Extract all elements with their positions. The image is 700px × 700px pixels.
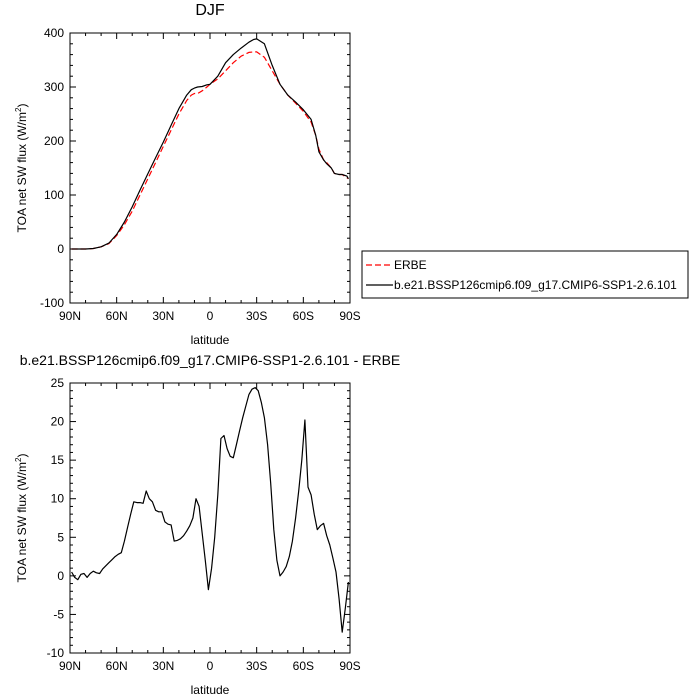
bottom-x-axis-label: latitude: [191, 683, 230, 697]
legend-label-model: b.e21.BSSP126cmip6.f09_g17.CMIP6-SSP1-2.…: [394, 278, 677, 292]
top-y-tick-label: 0: [57, 242, 64, 256]
top-chart-legend: ERBE b.e21.BSSP126cmip6.f09_g17.CMIP6-SS…: [361, 250, 689, 299]
top-series-line-0: [71, 51, 349, 250]
top-chart-title: DJF: [195, 2, 225, 19]
top-y-axis-label-superscript: 2: [14, 107, 23, 112]
bottom-y-tick-label: 10: [51, 492, 65, 506]
top-x-tick-label: 90N: [59, 309, 81, 323]
top-x-tick-label: 30N: [152, 309, 174, 323]
bottom-y-axis-label-superscript: 2: [14, 457, 23, 462]
bottom-y-axis-label: TOA net SW flux (W/m2): [14, 454, 29, 583]
top-y-tick-label: 200: [44, 134, 64, 148]
bottom-x-tick-label: 30S: [246, 659, 267, 673]
bottom-y-tick-label: 5: [57, 530, 64, 544]
bottom-x-tick-label: 30N: [152, 659, 174, 673]
top-y-axis-label: TOA net SW flux (W/m2): [14, 104, 29, 233]
top-x-axis: 90N 60N 30N 0 30S 60S 90S: [59, 33, 361, 323]
top-x-tick-label: 0: [207, 309, 214, 323]
top-series-line-1: [71, 38, 349, 250]
legend-box: [361, 250, 689, 299]
top-x-axis-label: latitude: [191, 333, 230, 347]
bottom-y-tick-label: 15: [51, 453, 65, 467]
bottom-x-tick-label: 90S: [339, 659, 360, 673]
bottom-x-tick-label: 60N: [106, 659, 128, 673]
legend-label-erbe: ERBE: [394, 258, 427, 272]
bottom-chart: b.e21.BSSP126cmip6.f09_g17.CMIP6-SSP1-2.…: [14, 352, 400, 697]
top-y-axis: -100 0 100 200 300 400: [40, 26, 350, 310]
top-plot-frame: [69, 32, 351, 304]
top-x-tick-label: 90S: [339, 309, 360, 323]
top-y-tick-label: 100: [44, 188, 64, 202]
top-y-tick-label: -100: [40, 296, 64, 310]
bottom-y-axis: -10 -5 0 5 10 15 20 25: [47, 376, 350, 660]
bottom-series-line-0: [71, 387, 349, 633]
bottom-x-axis: 90N 60N 30N 0 30S 60S 90S: [59, 383, 361, 673]
top-y-tick-label: 400: [44, 26, 64, 40]
bottom-y-tick-label: -5: [53, 607, 64, 621]
bottom-chart-title: b.e21.BSSP126cmip6.f09_g17.CMIP6-SSP1-2.…: [20, 352, 401, 368]
bottom-y-tick-label: 25: [51, 376, 65, 390]
top-y-axis-label-main: TOA net SW flux (W/m: [15, 112, 29, 232]
top-series-lines: [71, 38, 349, 250]
bottom-y-tick-label: -10: [47, 646, 65, 660]
bottom-y-axis-label-close: ): [15, 454, 29, 458]
bottom-y-axis-label-main: TOA net SW flux (W/m: [15, 462, 29, 582]
bottom-y-tick-label: 0: [57, 569, 64, 583]
top-x-tick-label: 30S: [246, 309, 267, 323]
bottom-series-lines: [71, 387, 349, 633]
bottom-x-tick-label: 90N: [59, 659, 81, 673]
bottom-x-tick-label: 60S: [293, 659, 314, 673]
top-y-tick-label: 300: [44, 80, 64, 94]
top-x-tick-label: 60N: [106, 309, 128, 323]
bottom-x-tick-label: 0: [207, 659, 214, 673]
bottom-y-tick-label: 20: [51, 415, 65, 429]
top-y-axis-label-close: ): [15, 104, 29, 108]
bottom-plot-frame: [69, 382, 351, 654]
top-x-tick-label: 60S: [293, 309, 314, 323]
